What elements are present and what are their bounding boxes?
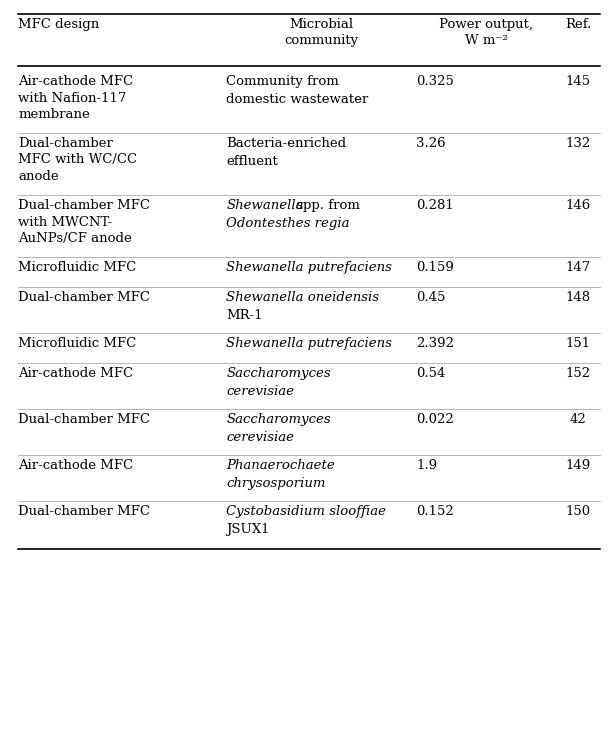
Text: Microbial
community: Microbial community — [284, 18, 359, 47]
Text: Bacteria-enriched: Bacteria-enriched — [226, 137, 346, 150]
Text: 132: 132 — [565, 137, 591, 150]
Text: 148: 148 — [565, 291, 591, 304]
Text: Air-cathode MFC
with Nafion-117
membrane: Air-cathode MFC with Nafion-117 membrane — [18, 75, 133, 121]
Text: Dual-chamber MFC
with MWCNT-
AuNPs/CF anode: Dual-chamber MFC with MWCNT- AuNPs/CF an… — [18, 199, 151, 245]
Text: 147: 147 — [565, 261, 591, 274]
Text: 0.159: 0.159 — [416, 261, 454, 274]
Text: 1.9: 1.9 — [416, 459, 438, 472]
Text: Power output,
W m⁻²: Power output, W m⁻² — [439, 18, 533, 47]
Text: Microfluidic MFC: Microfluidic MFC — [18, 261, 136, 274]
Text: effluent: effluent — [226, 155, 278, 168]
Text: Air-cathode MFC: Air-cathode MFC — [18, 367, 133, 380]
Text: Shewanella: Shewanella — [226, 199, 304, 212]
Text: 149: 149 — [565, 459, 591, 472]
Text: 152: 152 — [565, 367, 591, 380]
Text: Odontesthes regia: Odontesthes regia — [226, 217, 350, 230]
Text: cerevisiae: cerevisiae — [226, 385, 294, 398]
Text: 0.45: 0.45 — [416, 291, 446, 304]
Text: 2.392: 2.392 — [416, 337, 454, 350]
Text: cerevisiae: cerevisiae — [226, 431, 294, 444]
Text: Air-cathode MFC: Air-cathode MFC — [18, 459, 133, 472]
Text: Microfluidic MFC: Microfluidic MFC — [18, 337, 136, 350]
Text: Saccharomyces: Saccharomyces — [226, 413, 331, 426]
Text: domestic wastewater: domestic wastewater — [226, 93, 368, 106]
Text: 0.325: 0.325 — [416, 75, 454, 88]
Text: 0.022: 0.022 — [416, 413, 454, 426]
Text: 145: 145 — [565, 75, 591, 88]
Text: MR-1: MR-1 — [226, 309, 263, 322]
Text: Ref.: Ref. — [565, 18, 591, 31]
Text: 3.26: 3.26 — [416, 137, 446, 150]
Text: 151: 151 — [565, 337, 591, 350]
Text: Community from: Community from — [226, 75, 339, 88]
Text: Dual-chamber MFC: Dual-chamber MFC — [18, 505, 151, 518]
Text: Dual-chamber MFC: Dual-chamber MFC — [18, 413, 151, 426]
Text: Dual-chamber
MFC with WC/CC
anode: Dual-chamber MFC with WC/CC anode — [18, 137, 138, 183]
Text: Cystobasidium slooffiae: Cystobasidium slooffiae — [226, 505, 386, 518]
Text: Dual-chamber MFC: Dual-chamber MFC — [18, 291, 151, 304]
Text: Phanaerochaete: Phanaerochaete — [226, 459, 335, 472]
Text: JSUX1: JSUX1 — [226, 523, 270, 536]
Text: Saccharomyces: Saccharomyces — [226, 367, 331, 380]
Text: 0.152: 0.152 — [416, 505, 454, 518]
Text: 0.54: 0.54 — [416, 367, 446, 380]
Text: 42: 42 — [570, 413, 586, 426]
Text: Shewanella oneidensis: Shewanella oneidensis — [226, 291, 379, 304]
Text: spp. from: spp. from — [293, 199, 360, 212]
Text: chrysosporium: chrysosporium — [226, 477, 326, 490]
Text: 146: 146 — [565, 199, 591, 212]
Text: 0.281: 0.281 — [416, 199, 454, 212]
Text: MFC design: MFC design — [18, 18, 100, 31]
Text: Shewanella putrefaciens: Shewanella putrefaciens — [226, 337, 392, 350]
Text: Shewanella putrefaciens: Shewanella putrefaciens — [226, 261, 392, 274]
Text: 150: 150 — [565, 505, 591, 518]
